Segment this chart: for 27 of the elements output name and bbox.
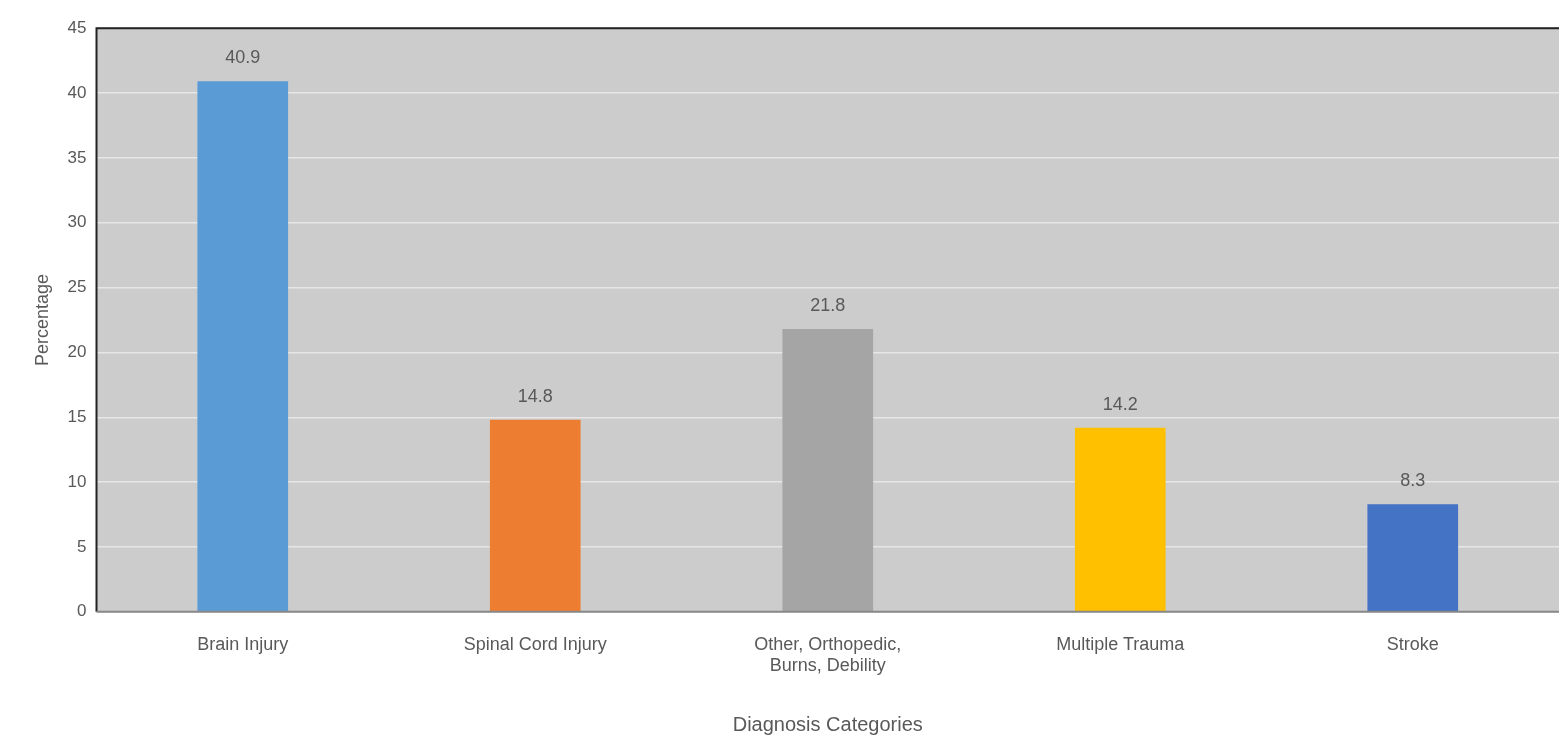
y-tick-label: 0 xyxy=(77,601,87,621)
bar xyxy=(197,81,289,612)
y-tick-label: 5 xyxy=(77,536,87,556)
y-tick-label: 10 xyxy=(67,471,87,491)
bar xyxy=(782,329,874,612)
y-tick-label: 30 xyxy=(67,212,87,232)
x-tick-label: Brain Injury xyxy=(197,633,289,654)
data-label: 14.8 xyxy=(517,385,553,406)
data-label: 21.8 xyxy=(810,295,846,316)
x-tick-label: Other, Orthopedic, Burns, Debility xyxy=(754,633,902,676)
x-axis-title: Diagnosis Categories xyxy=(732,712,923,735)
x-tick-label: Multiple Trauma xyxy=(1056,633,1186,654)
y-tick-label: 20 xyxy=(67,342,87,362)
data-label: 40.9 xyxy=(225,47,261,68)
y-axis-title: Percentage xyxy=(31,273,52,367)
y-tick-label: 40 xyxy=(67,82,87,102)
data-label: 14.2 xyxy=(1102,393,1138,414)
y-tick-label: 35 xyxy=(67,147,87,167)
data-label: 8.3 xyxy=(1400,470,1426,491)
y-tick-label: 15 xyxy=(67,406,87,426)
y-tick-label: 25 xyxy=(67,277,87,297)
bar xyxy=(1074,427,1166,612)
y-tick-label: 45 xyxy=(67,17,87,37)
x-tick-label: Spinal Cord Injury xyxy=(463,633,607,654)
bar xyxy=(1367,504,1459,612)
x-tick-label: Stroke xyxy=(1386,633,1439,654)
bar xyxy=(489,419,581,612)
